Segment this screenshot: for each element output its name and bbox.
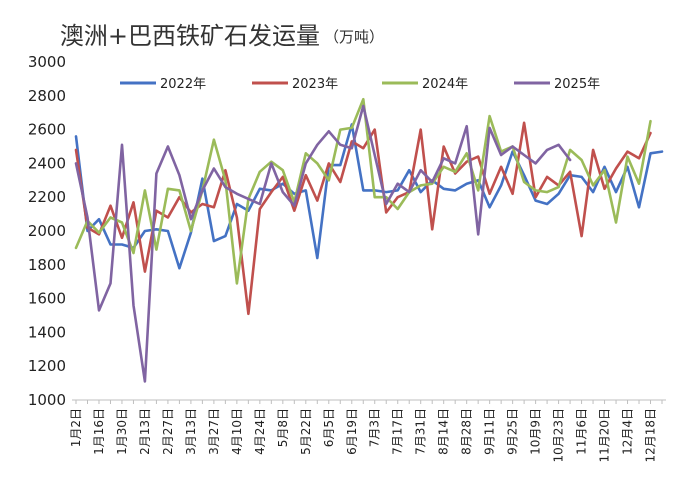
chart-title: 澳洲+巴西铁矿石发运量: [60, 22, 320, 50]
chart-unit: （万吨）: [324, 28, 384, 46]
x-axis: 1月2日 1月16日 1月30日 2月13日 2月27日 3月13日 3月27日 4月10日 4…: [69, 399, 666, 463]
x-tick-label: 12月4日: [621, 408, 635, 455]
x-tick-label: 11月6日: [575, 408, 589, 455]
x-tick-label: 1月16日: [92, 408, 106, 455]
x-tick-label: 9月25日: [506, 408, 520, 455]
y-tick-label: 2200: [28, 188, 66, 206]
x-tick-label: 3月13日: [184, 408, 198, 455]
x-tick-label: 1月2日: [69, 408, 83, 447]
y-axis: 1000 1200 1400 1600 1800 2000 2200 2400 2600 2800…: [28, 53, 66, 409]
x-tick-label: 6月5日: [322, 408, 336, 447]
y-tick-label: 1200: [28, 357, 66, 375]
legend-label-2: 2023年: [292, 77, 338, 92]
x-tick-label: 9月11日: [483, 408, 497, 455]
y-tick-label: 2600: [28, 121, 66, 139]
legend-label-1: 2022年: [160, 77, 206, 92]
x-tick-label: 8月14日: [437, 408, 451, 455]
x-tick-label: 4月10日: [230, 408, 244, 455]
y-tick-label: 2400: [28, 154, 66, 172]
x-tick-label: 2月27日: [161, 408, 175, 455]
x-tick-label: 6月19日: [345, 408, 359, 455]
legend-label-4: 2025年: [554, 77, 600, 92]
x-tick-label: 5月8日: [276, 408, 290, 447]
x-tick-label: 12月18日: [644, 408, 658, 463]
series-line-3: [74, 97, 652, 285]
legend-label-3: 2024年: [422, 77, 468, 92]
x-tick-label: 7月3日: [368, 408, 382, 447]
y-tick-label: 1600: [28, 290, 66, 308]
series-line-2: [74, 121, 652, 316]
x-tick-label: 5月22日: [299, 408, 313, 455]
y-tick-label: 1400: [28, 323, 66, 341]
x-tick-label: 2月13日: [138, 408, 152, 455]
x-tick-label: 10月9日: [529, 408, 543, 455]
legend: 2022年 2023年 2024年 2025年: [120, 77, 600, 92]
y-tick-label: 2000: [28, 222, 66, 240]
y-tick-label: 2800: [28, 87, 66, 105]
x-tick-label: 10月23日: [552, 408, 566, 463]
x-tick-label: 7月17日: [391, 408, 405, 455]
x-tick-label: 7月31日: [414, 408, 428, 455]
x-tick-label: 4月24日: [253, 408, 267, 455]
series-line-4: [74, 104, 572, 383]
series-layer: [74, 97, 664, 383]
series-line-1: [74, 123, 664, 270]
x-tick-label: 1月30日: [115, 408, 129, 455]
y-tick-label: 1800: [28, 256, 66, 274]
y-tick-label: 1000: [28, 391, 66, 409]
x-tick-label: 8月28日: [460, 408, 474, 455]
x-tick-label: 3月27日: [207, 408, 221, 455]
x-tick-label: 11月20日: [598, 408, 612, 463]
y-tick-label: 3000: [28, 53, 66, 71]
